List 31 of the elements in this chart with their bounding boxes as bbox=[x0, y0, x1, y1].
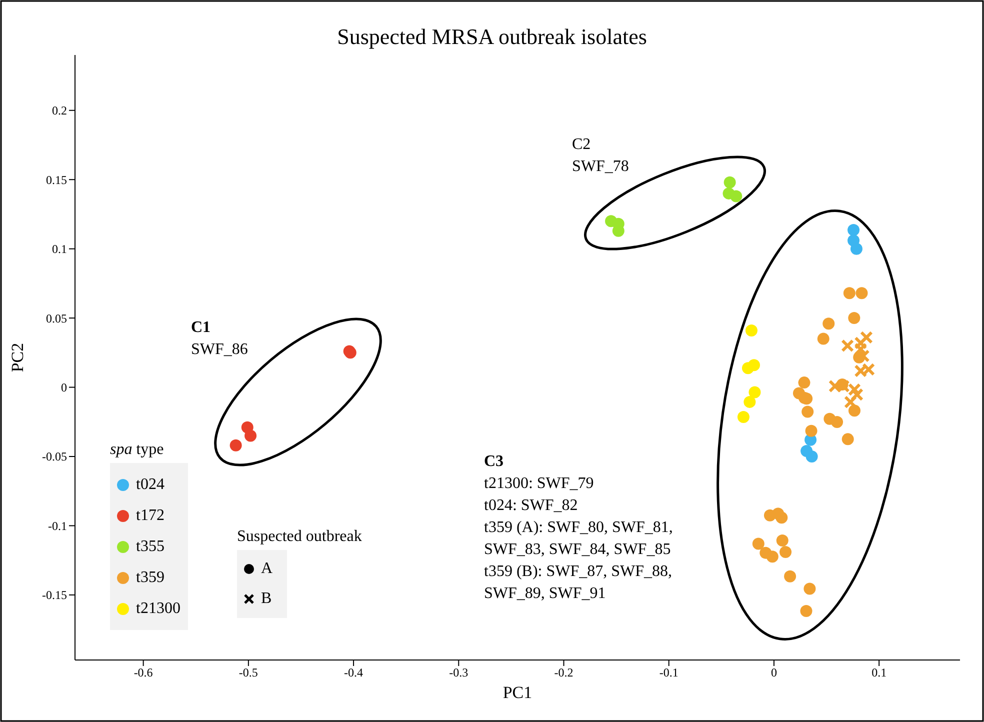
x-tick-label: -0.3 bbox=[449, 666, 468, 680]
x-tick-label: -0.6 bbox=[134, 666, 153, 680]
annotation: C1 SWF_86 bbox=[191, 318, 248, 360]
annotation: C2 SWF_78 bbox=[572, 135, 629, 177]
x-tick-label: 0 bbox=[770, 666, 777, 680]
legend-title: spa type bbox=[110, 441, 165, 459]
annotation: A bbox=[261, 560, 273, 578]
x-tick-label: -0.5 bbox=[238, 666, 258, 680]
y-tick-label: -0.05 bbox=[42, 450, 67, 464]
y-axis-title: PC2 bbox=[8, 342, 28, 372]
y-tick-label: 0.15 bbox=[46, 172, 67, 187]
annotation: B bbox=[261, 590, 272, 608]
legend-label: t172 bbox=[136, 506, 164, 524]
x-tick-label: -0.1 bbox=[659, 666, 678, 680]
x-tick-label: -0.2 bbox=[554, 666, 574, 680]
legend-label: t024 bbox=[136, 476, 164, 494]
annotation: C3 t21300: SWF_79 t024: SWF_82 t359 (A): SWF_80, SWF_81, SWF_83, SWF_84, SWF_85 t359 (B): SWF_87, SWF_88, SWF_89, SWF_91 bbox=[484, 452, 673, 604]
y-tick-label: 0.2 bbox=[52, 104, 67, 118]
legend-label: t21300 bbox=[136, 600, 180, 618]
legend-label: t359 bbox=[136, 568, 164, 586]
y-tick-label: -0.1 bbox=[48, 518, 67, 533]
legend-label: t355 bbox=[136, 538, 164, 556]
chart-title: Suspected MRSA outbreak isolates bbox=[336, 24, 648, 50]
annotation: Suspected outbreak bbox=[237, 528, 362, 546]
x-tick-label: 0.1 bbox=[872, 666, 887, 680]
x-axis-title: PC1 bbox=[502, 683, 532, 702]
y-tick-label: -0.15 bbox=[42, 588, 67, 602]
x-tick-label: -0.4 bbox=[344, 666, 364, 680]
y-tick-label: 0.05 bbox=[46, 311, 67, 326]
y-tick-label: 0 bbox=[61, 380, 67, 395]
y-tick-label: 0.1 bbox=[52, 242, 67, 256]
